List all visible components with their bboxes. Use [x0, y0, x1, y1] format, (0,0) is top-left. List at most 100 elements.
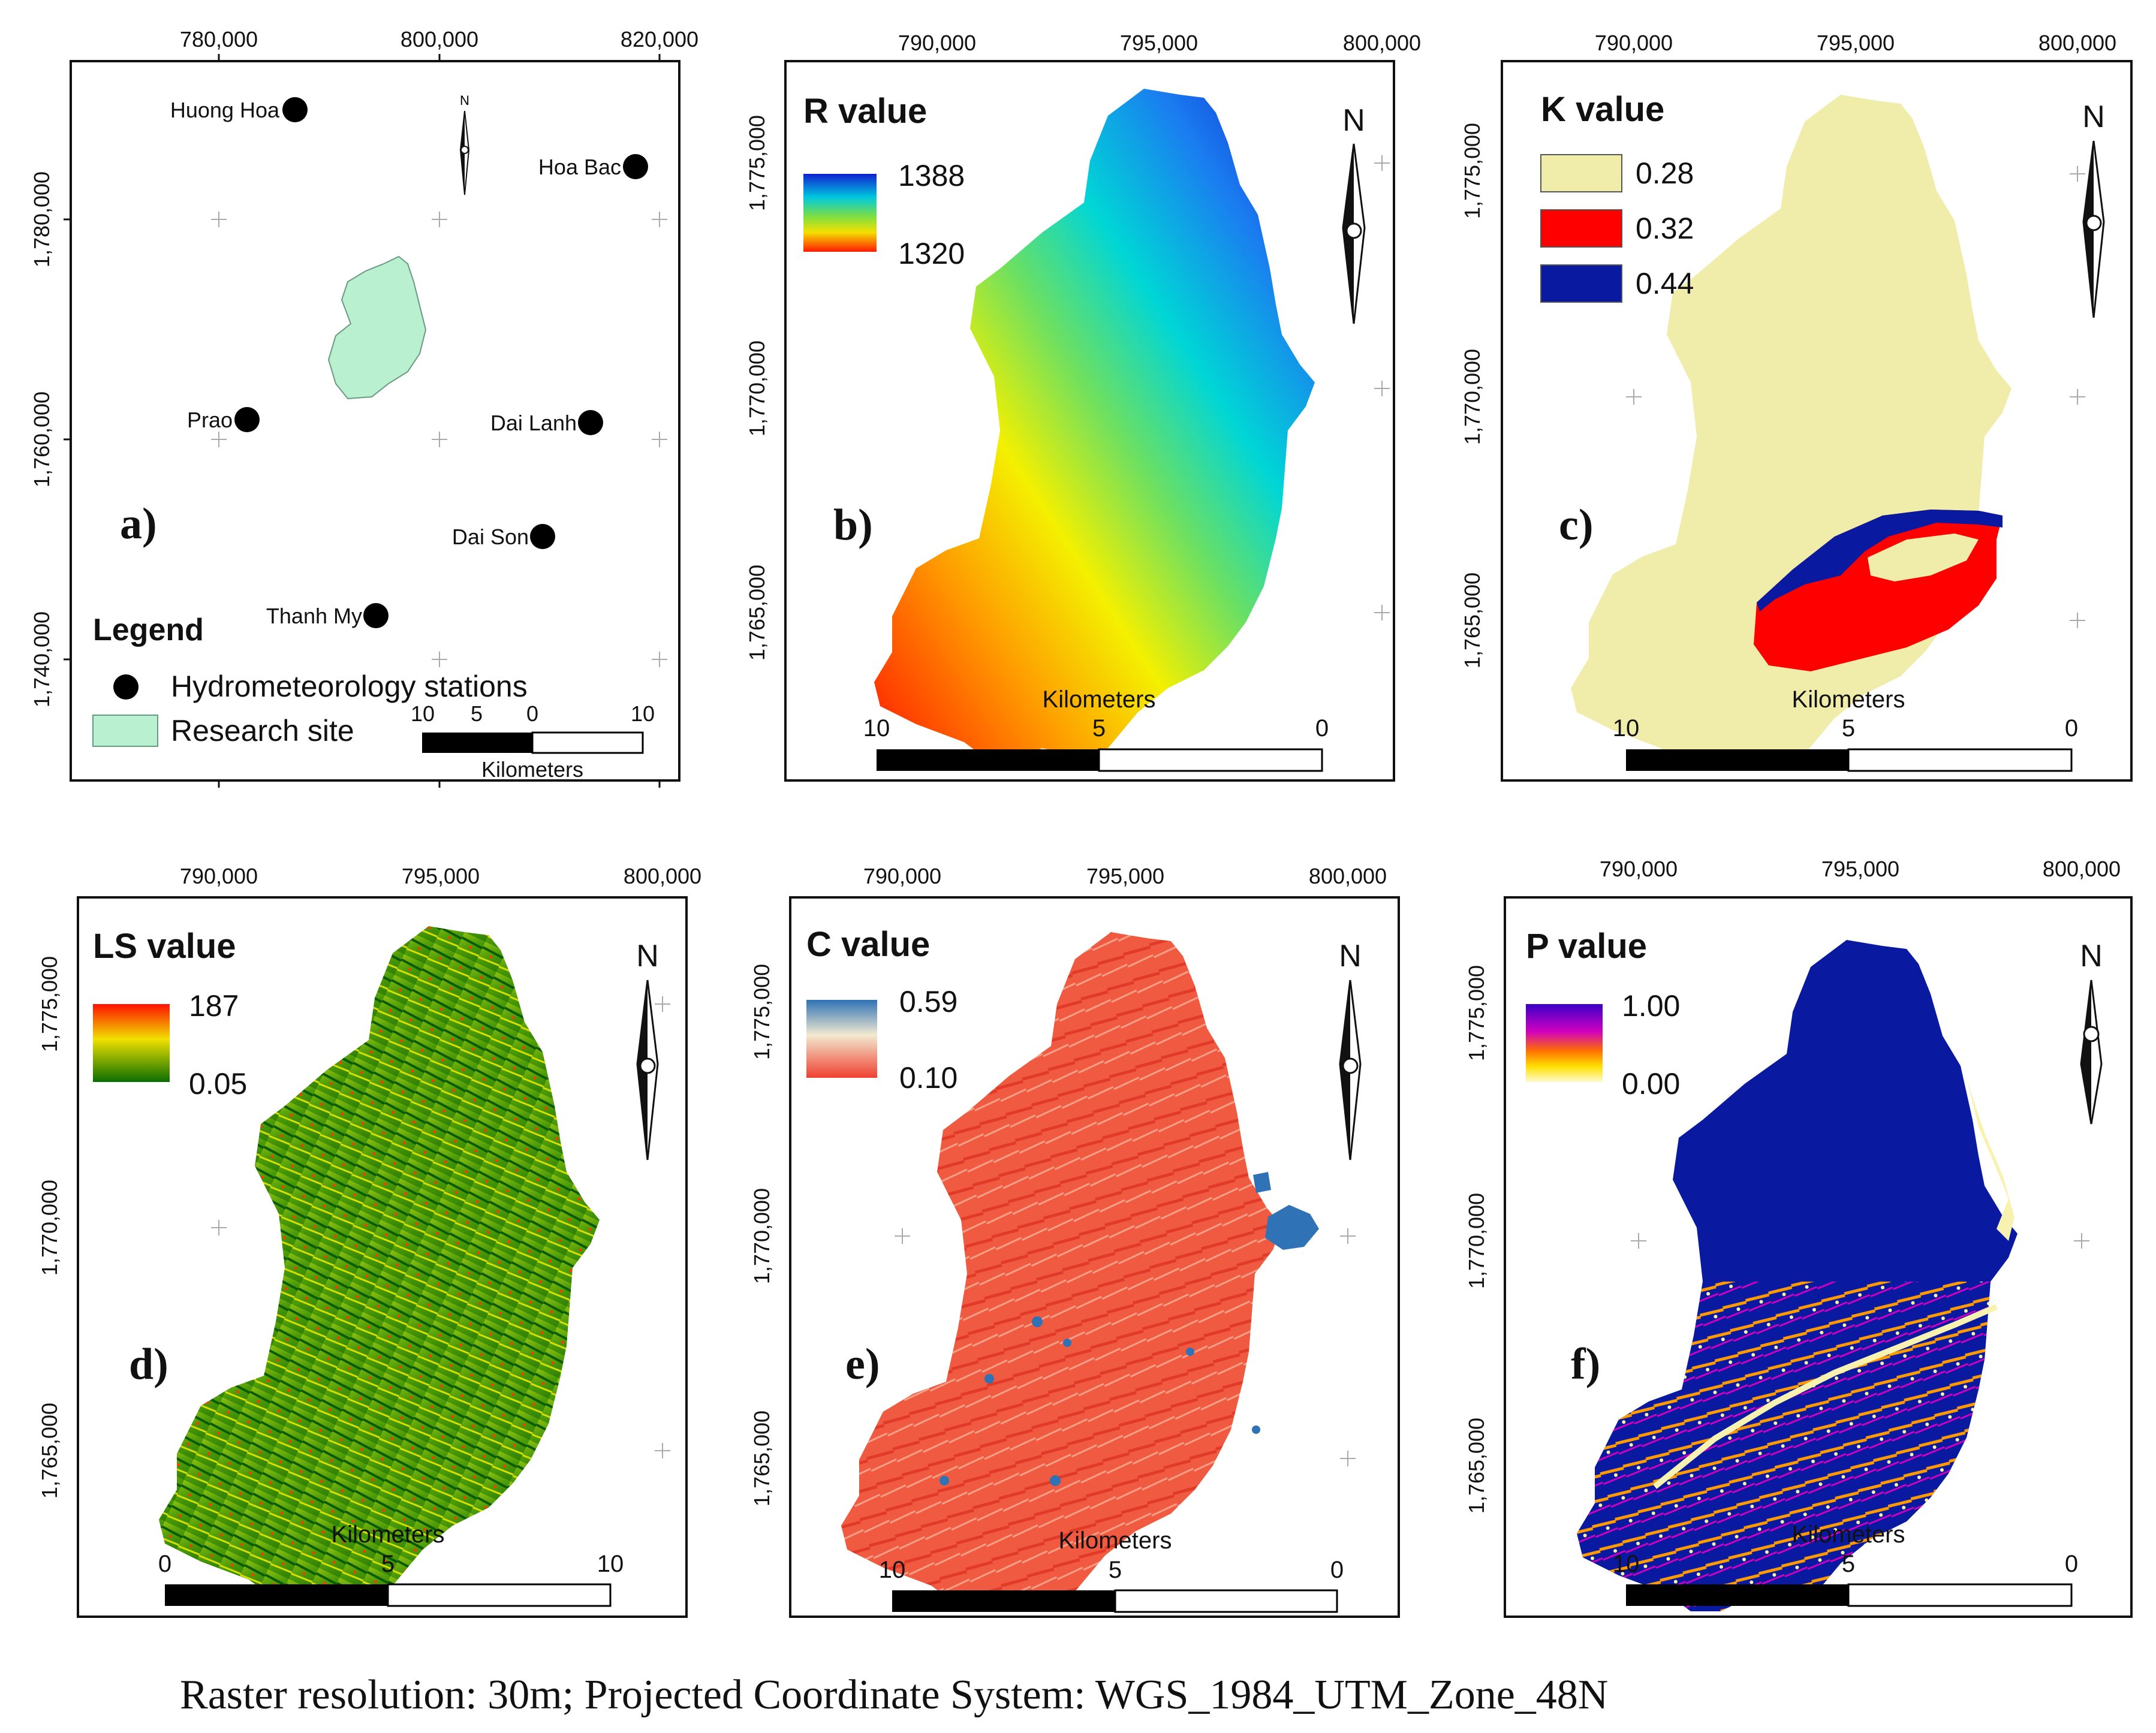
panel-b: 790,000 795,000 800,000 1,775,000 1,770,… [745, 31, 1421, 782]
legend-item: Hydrometeorology stations [171, 670, 528, 703]
station-label: Prao [187, 408, 233, 432]
legend-max: 187 [189, 989, 239, 1023]
svg-text:0: 0 [2065, 715, 2078, 742]
station-dai-lanh [578, 410, 603, 435]
panel-title: LS value [93, 927, 236, 966]
svg-text:5: 5 [1842, 715, 1855, 742]
station-label: Huong Hoa [170, 98, 280, 122]
panel-a: 780,000 800,000 820,000 1,780,000 1,760,… [29, 27, 698, 788]
legend-station-symbol [113, 674, 138, 700]
panel-f-frame [1504, 896, 2133, 1618]
x-tick: 800,000 [2038, 31, 2116, 55]
legend-item: Research site [171, 714, 354, 748]
panel-title: P value [1526, 927, 1647, 966]
station-dai-son [530, 524, 555, 549]
legend-max: 0.59 [899, 985, 957, 1018]
svg-text:Kilometers: Kilometers [1792, 686, 1905, 713]
svg-text:5: 5 [381, 1551, 395, 1577]
station-huong-hoa [282, 97, 308, 122]
svg-text:10: 10 [631, 701, 655, 726]
legend-item: 0.28 [1636, 156, 1694, 190]
legend-min: 1320 [898, 237, 965, 270]
legend-research-swatch [92, 715, 158, 747]
svg-text:Kilometers: Kilometers [481, 757, 583, 782]
panel-label: d) [129, 1340, 168, 1389]
y-tick: 1,770,000 [1464, 1193, 1489, 1289]
scale-bar: 10 5 0 10 Kilometers [411, 701, 655, 782]
station-label: Dai Son [452, 525, 529, 549]
station-label: Dai Lanh [490, 411, 577, 435]
y-tick: 1,765,000 [37, 1403, 62, 1499]
panel-label: a) [120, 499, 157, 548]
svg-text:5: 5 [1109, 1557, 1122, 1583]
svg-text:Kilometers: Kilometers [1059, 1527, 1172, 1554]
svg-text:Kilometers: Kilometers [1043, 686, 1156, 713]
panel-title: R value [803, 92, 927, 131]
panel-f: 790,000 795,000 800,000 1,775,000 1,770,… [1464, 857, 2133, 1618]
north-arrow-icon: N [1342, 103, 1366, 324]
legend-title: Legend [93, 613, 204, 647]
legend-r-ramp [803, 174, 877, 252]
x-tick: 790,000 [180, 864, 258, 888]
svg-text:N: N [1339, 939, 1362, 974]
y-tick: 1,775,000 [37, 956, 62, 1052]
x-tick: 795,000 [1817, 31, 1895, 55]
y-tick: 1,770,000 [1460, 349, 1484, 445]
svg-text:Kilometers: Kilometers [332, 1521, 445, 1548]
x-tick: 795,000 [402, 864, 480, 888]
x-tick: 795,000 [1821, 857, 1899, 881]
y-tick: 1,775,000 [1460, 123, 1484, 219]
legend-item: 0.44 [1636, 267, 1694, 300]
svg-text:10: 10 [411, 701, 435, 726]
svg-text:N: N [2080, 939, 2103, 974]
station-thanh-my [363, 603, 389, 628]
scale-bar: Kilometers 0 5 10 [158, 1521, 624, 1607]
panel-c-frame [1501, 60, 2133, 782]
scale-bar: Kilometers 10 5 0 [1613, 1521, 2078, 1607]
y-tick: 1,765,000 [1464, 1418, 1489, 1514]
legend-max: 1388 [898, 159, 965, 192]
svg-text:Kilometers: Kilometers [1792, 1521, 1905, 1548]
svg-text:0: 0 [1330, 1557, 1344, 1583]
svg-text:10: 10 [879, 1557, 906, 1583]
y-tick: 1,765,000 [745, 565, 769, 661]
station-prao [234, 407, 260, 432]
svg-text:5: 5 [1842, 1551, 1855, 1577]
x-tick: 790,000 [1600, 857, 1678, 881]
legend-swatch-k-028 [1540, 154, 1622, 192]
legend-ls-ramp [93, 1004, 170, 1082]
north-arrow-icon: N [459, 93, 470, 195]
panel-label: c) [1559, 501, 1594, 550]
x-tick: 795,000 [1120, 31, 1198, 55]
basin-c-map [841, 932, 1282, 1604]
y-tick: 1,770,000 [745, 340, 769, 436]
legend-min: 0.05 [189, 1067, 247, 1101]
y-tick: 1,775,000 [749, 964, 774, 1060]
panel-e: 790,000 795,000 800,000 1,775,000 1,770,… [749, 864, 1400, 1618]
x-tick: 800,000 [401, 27, 478, 52]
panel-b-frame [784, 60, 1395, 782]
x-tick: 800,000 [2043, 857, 2121, 881]
legend-swatch-k-044 [1540, 264, 1622, 303]
legend-swatch-k-032 [1540, 209, 1622, 248]
svg-text:10: 10 [863, 715, 890, 742]
svg-text:10: 10 [1613, 715, 1640, 742]
x-tick: 800,000 [624, 864, 701, 888]
legend-min: 0.00 [1622, 1067, 1680, 1101]
station-label: Hoa Bac [538, 155, 621, 179]
svg-text:0: 0 [158, 1551, 171, 1577]
research-site-area [327, 255, 427, 400]
panel-label: b) [833, 501, 873, 550]
svg-text:N: N [460, 93, 469, 108]
y-tick: 1,765,000 [749, 1410, 774, 1506]
grid-crosses [211, 212, 667, 667]
p-valley-strip [1652, 1304, 1998, 1489]
panel-a-frame [70, 60, 680, 782]
x-tick: 790,000 [898, 31, 976, 55]
figure-caption: Raster resolution: 30m; Projected Coordi… [180, 1672, 1608, 1718]
y-tick: 1,760,000 [29, 391, 54, 487]
panel-title: C value [806, 925, 930, 964]
panel-title: K value [1541, 90, 1664, 129]
y-tick: 1,740,000 [29, 611, 54, 707]
